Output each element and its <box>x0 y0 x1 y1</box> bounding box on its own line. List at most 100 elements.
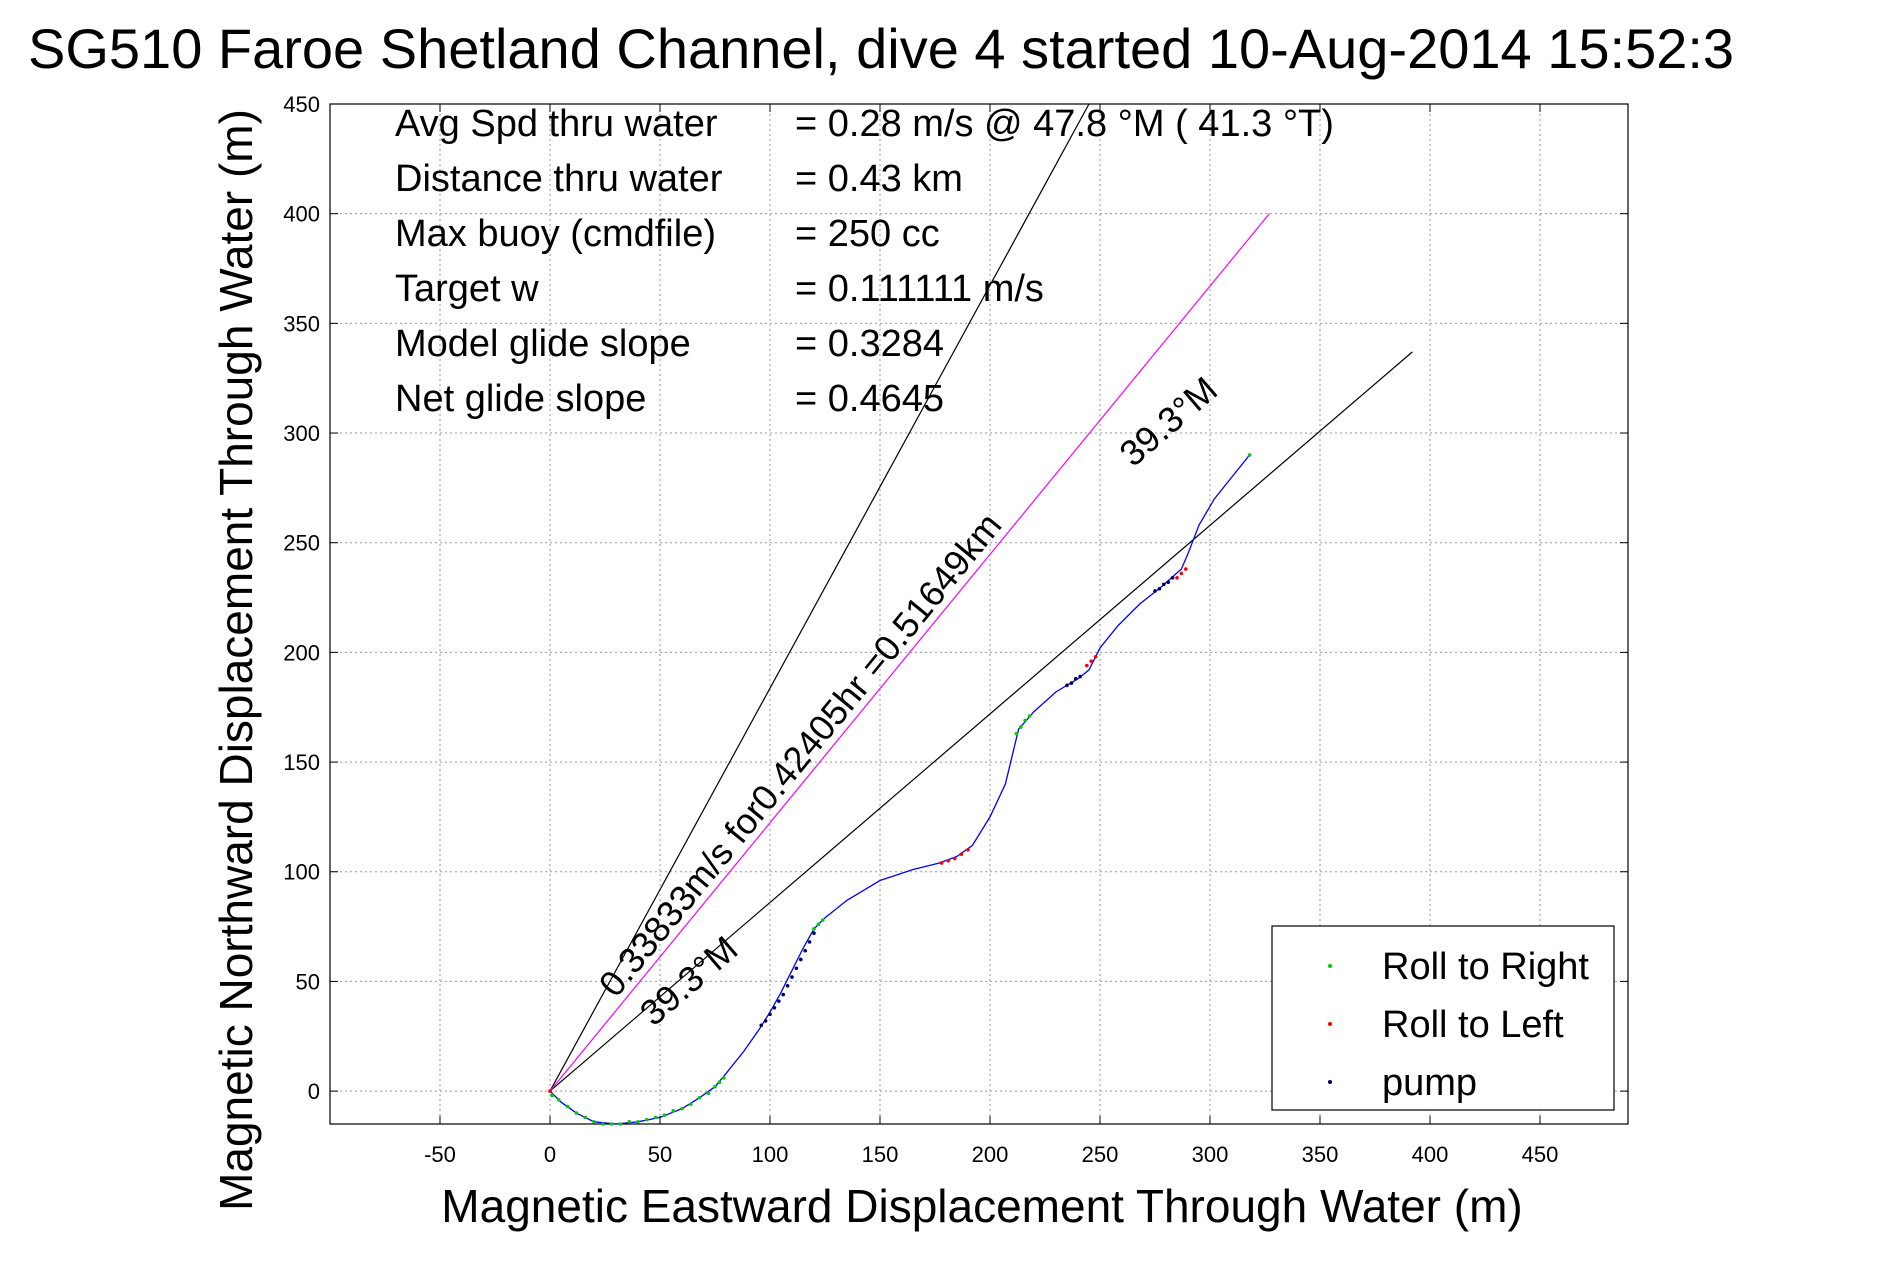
x-tick-label: 300 <box>1192 1142 1229 1167</box>
point-pump <box>803 948 807 953</box>
point-roll-to-right <box>601 1122 605 1126</box>
point-pump <box>772 1005 777 1010</box>
current-line <box>549 213 1270 1092</box>
point-roll-to-right <box>574 1111 579 1115</box>
point-roll-to-right <box>722 1076 726 1080</box>
point-pump <box>790 975 794 979</box>
point-roll-to-right <box>627 1120 631 1124</box>
point-pump <box>1166 580 1170 584</box>
point-roll-to-right <box>1027 714 1032 718</box>
point-roll-to-right <box>565 1104 570 1109</box>
x-tick-label: 250 <box>1082 1142 1119 1167</box>
point-roll-to-right <box>689 1102 693 1107</box>
legend-label: Roll to Right <box>1382 946 1589 988</box>
point-roll-to-left <box>1093 654 1098 659</box>
info-block: Avg Spd thru water = 0.28 m/s @ 47.8 °M (… <box>395 103 1334 420</box>
track-line <box>549 454 1251 1125</box>
chart-title: SG510 Faroe Shetland Channel, dive 4 sta… <box>28 17 1734 80</box>
point-roll-to-right <box>550 1093 554 1098</box>
y-tick-label: 350 <box>283 311 320 336</box>
x-axis-ticks: -50 0 50 100 150 200 250 300 350 400 450 <box>424 104 1558 1167</box>
point-roll-to-left <box>548 1089 552 1093</box>
info-label: Avg Spd thru water <box>395 103 718 145</box>
point-pump <box>785 984 790 988</box>
point-pump <box>807 940 812 944</box>
point-pump <box>1069 681 1074 685</box>
heading-line-39-3 <box>549 351 1413 1092</box>
point-pump <box>759 1023 763 1028</box>
point-pump <box>777 999 781 1003</box>
info-label: Distance thru water <box>395 158 723 200</box>
info-value: = 0.43 km <box>795 158 963 200</box>
point-roll-to-right <box>812 926 816 931</box>
legend-marker <box>1328 1080 1332 1084</box>
point-roll-to-right <box>645 1117 649 1122</box>
point-pump <box>1170 576 1175 580</box>
y-tick-label: 300 <box>283 421 320 446</box>
y-tick-label: 100 <box>283 860 320 885</box>
point-roll-to-right <box>706 1091 711 1096</box>
point-roll-to-right <box>592 1120 596 1124</box>
point-roll-to-left <box>1085 663 1089 668</box>
point-pump <box>781 992 785 997</box>
y-tick-label: 400 <box>283 202 320 227</box>
info-value: = 0.4645 <box>795 378 944 420</box>
point-roll-to-left <box>1179 571 1184 576</box>
point-roll-to-left <box>1089 659 1093 663</box>
x-tick-label: 450 <box>1522 1142 1559 1167</box>
point-roll-to-left <box>953 856 957 861</box>
info-value: = 0.28 m/s @ 47.8 °M ( 41.3 °T) <box>795 103 1334 145</box>
point-pump <box>1153 589 1157 593</box>
x-tick-label: -50 <box>424 1142 456 1167</box>
series-group <box>548 453 1252 1126</box>
point-pump <box>1162 582 1166 587</box>
point-roll-to-right <box>671 1109 675 1113</box>
point-roll-to-left <box>939 861 944 865</box>
x-tick-label: 350 <box>1302 1142 1339 1167</box>
point-pump <box>1065 683 1069 688</box>
y-tick-label: 200 <box>283 640 320 665</box>
point-roll-to-right <box>713 1084 717 1089</box>
point-roll-to-right <box>662 1113 667 1118</box>
y-tick-label: 250 <box>283 531 320 556</box>
point-roll-to-right <box>680 1106 684 1111</box>
point-roll-to-right <box>609 1122 614 1126</box>
point-roll-to-left <box>1175 576 1179 580</box>
point-pump <box>763 1019 768 1023</box>
info-label: Net glide slope <box>395 378 646 420</box>
x-tick-label: 100 <box>752 1142 789 1167</box>
point-roll-to-right <box>717 1080 722 1085</box>
y-tick-label: 450 <box>283 92 320 117</box>
x-tick-label: 200 <box>972 1142 1009 1167</box>
point-roll-to-right <box>557 1098 561 1102</box>
info-value: = 250 cc <box>795 213 940 255</box>
x-tick-label: 0 <box>544 1142 556 1167</box>
point-roll-to-left <box>959 852 964 856</box>
point-roll-to-left <box>946 858 950 863</box>
point-roll-to-right <box>653 1115 658 1120</box>
point-roll-to-right <box>636 1120 640 1124</box>
point-pump <box>1078 674 1082 679</box>
legend-marker <box>1328 1022 1332 1026</box>
point-roll-to-left <box>1184 567 1188 571</box>
legend-marker <box>1328 964 1332 968</box>
legend-box <box>1271 925 1615 1111</box>
y-axis-ticks: 0 50 100 150 200 250 300 350 400 450 <box>283 92 1628 1104</box>
y-tick-label: 50 <box>296 969 320 994</box>
point-roll-to-right <box>821 918 825 922</box>
x-tick-label: 400 <box>1412 1142 1449 1167</box>
info-label: Model glide slope <box>395 323 691 365</box>
x-tick-label: 50 <box>648 1142 672 1167</box>
axes-box <box>329 103 1629 1125</box>
legend: Roll to Right Roll to Left pump <box>1271 925 1615 1111</box>
point-pump <box>812 931 816 935</box>
point-pump <box>1074 676 1078 681</box>
info-label: Max buoy (cmdfile) <box>395 213 716 255</box>
legend-label: pump <box>1382 1062 1477 1104</box>
point-roll-to-right <box>1247 453 1252 457</box>
point-pump <box>1157 586 1162 591</box>
x-tick-label: 150 <box>862 1142 899 1167</box>
y-axis-label: Magnetic Northward Displacement Through … <box>210 109 262 1211</box>
point-roll-to-right <box>618 1122 623 1126</box>
